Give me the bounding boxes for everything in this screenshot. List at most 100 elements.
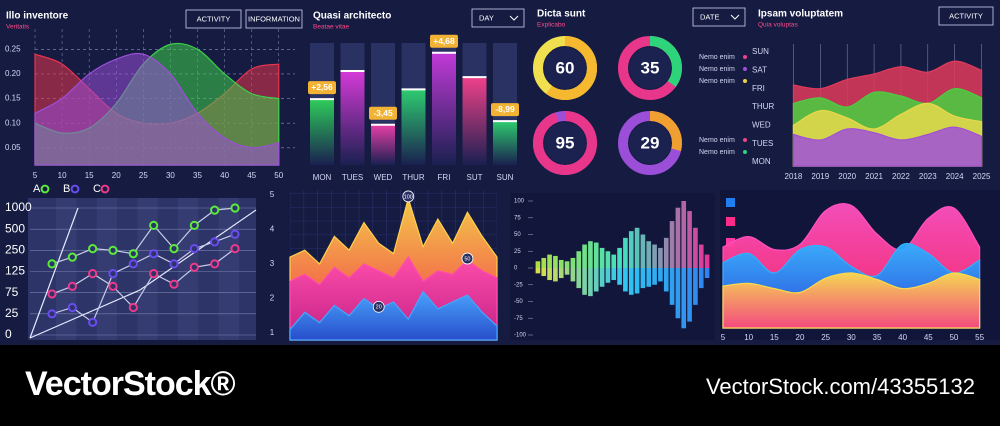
x-tick-label: 25 (821, 333, 830, 342)
y-tick-label: 0.20 (5, 69, 21, 78)
x-tick-label: MON (313, 173, 332, 182)
donut-arc (533, 36, 597, 100)
bar (634, 268, 640, 294)
bar (658, 268, 663, 282)
bar (698, 268, 704, 289)
x-tick-label: 25 (139, 171, 148, 180)
button-frame (471, 8, 525, 28)
marker-label: 50 (464, 256, 470, 262)
chart-subtitle: Beatae vitae (313, 24, 350, 31)
y-tick-label: 250 (5, 243, 25, 257)
legend-dot (70, 184, 80, 194)
bar (693, 227, 698, 268)
point (67, 281, 77, 291)
donut-hole (629, 122, 671, 164)
x-tick-label: 2021 (865, 172, 883, 181)
bar (704, 254, 710, 268)
bar (547, 268, 552, 281)
y-tick-label: 0.10 (5, 118, 21, 127)
button[interactable]: DAY (471, 8, 525, 28)
button-label: DAY (479, 13, 494, 22)
bar (493, 121, 517, 165)
point (210, 237, 220, 247)
y-tick-label: 1000 (5, 200, 32, 214)
area (722, 272, 981, 329)
y-tick-label: 1 (270, 328, 275, 337)
bar (693, 268, 698, 305)
point (47, 259, 57, 269)
footer-bg (0, 345, 1000, 426)
x-tick-label: THUR (402, 173, 424, 182)
y-tick-label: 25 (514, 249, 521, 255)
column-band (96, 198, 117, 340)
badge-label: +4,68 (433, 36, 455, 46)
bar (462, 77, 487, 165)
point (210, 205, 220, 215)
x-tick-label: 10 (744, 333, 753, 342)
y-category-label: MON (752, 157, 771, 166)
button-frame (938, 6, 994, 26)
point (189, 262, 199, 272)
badge (369, 106, 397, 120)
x-tick-label: FRI (438, 173, 451, 182)
x-tick-label: 10 (58, 171, 67, 180)
chart-title: Quasi architecto (313, 11, 391, 22)
point (149, 269, 159, 279)
marker-badge (402, 190, 415, 203)
bar (623, 268, 628, 292)
legend-label: Nemo enim (699, 137, 735, 144)
badge (491, 103, 519, 117)
x-tick-label: 5 (721, 333, 726, 342)
bar (634, 227, 640, 268)
donut-arc (533, 111, 597, 175)
button-label: ACTIVITY (197, 14, 231, 23)
bar (704, 268, 710, 279)
bar (658, 247, 663, 268)
x-tick-label: 15 (85, 171, 94, 180)
x-tick-label: 40 (220, 171, 229, 180)
legend-label: Nemo enim (699, 78, 735, 85)
bar (558, 268, 564, 279)
button[interactable]: DATE (692, 7, 746, 27)
x-tick-label: 30 (847, 333, 856, 342)
area (289, 290, 498, 341)
y-tick-label: 0 (5, 327, 12, 341)
x-tick-label: 55 (975, 333, 984, 342)
point (189, 220, 199, 230)
button[interactable]: ACTIVITY (938, 6, 994, 26)
legend-dot (40, 184, 50, 194)
button-label: ACTIVITY (949, 11, 983, 20)
marker-label: 100 (404, 194, 413, 200)
point (230, 203, 240, 213)
donut-arc (618, 36, 682, 100)
y-tick-label: -25 (514, 282, 523, 288)
button-label: INFORMATION (248, 14, 300, 23)
donut-hole (629, 47, 671, 89)
y-tick-label: 100 (514, 199, 525, 205)
bar (599, 247, 605, 268)
bar (640, 268, 646, 289)
point (169, 279, 179, 289)
bar (541, 268, 547, 277)
y-category-label: TUES (752, 139, 773, 148)
marker-label: 20 (376, 305, 382, 311)
point (230, 244, 240, 254)
bar (401, 89, 426, 165)
legend-dot (743, 79, 747, 83)
bar (535, 268, 541, 274)
bar (553, 255, 558, 268)
button[interactable]: ACTIVITY (185, 9, 242, 29)
x-tick-label: 2022 (892, 172, 910, 181)
y-tick-label: 25 (5, 306, 19, 320)
marker-badge (372, 300, 385, 313)
point (189, 244, 199, 254)
x-tick-label: SUT (467, 173, 483, 182)
bar (582, 268, 587, 295)
line (51, 248, 236, 309)
bar (576, 268, 582, 289)
button[interactable]: INFORMATION (245, 9, 303, 29)
point (47, 289, 57, 299)
bar (570, 257, 576, 268)
point (149, 220, 159, 230)
y-tick-label: 2 (270, 294, 275, 303)
